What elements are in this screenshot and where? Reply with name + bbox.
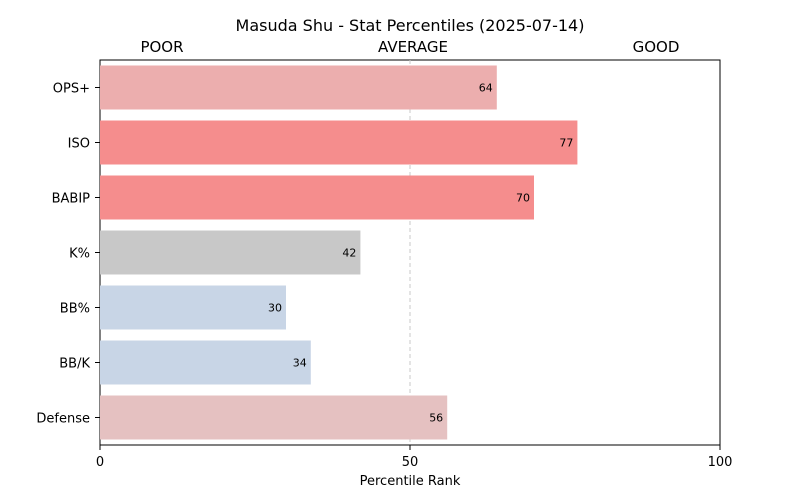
x-tick-label-50: 50	[402, 455, 419, 470]
x-axis-label: Percentile Rank	[360, 474, 461, 489]
category-label-k: K%	[69, 247, 90, 262]
category-label-defense: Defense	[36, 412, 90, 427]
value-label-k: 42	[342, 247, 356, 260]
bar-babip	[100, 175, 534, 220]
value-label-ops: 64	[479, 82, 493, 95]
bars: 64 77 70 42 30 34 56	[100, 65, 578, 440]
value-label-defense: 56	[429, 412, 443, 425]
category-label-bb: BB%	[60, 302, 90, 317]
zone-label-average: AVERAGE	[378, 38, 448, 56]
x-axis: 0 50 100	[96, 445, 733, 470]
bar-bb-k	[100, 340, 311, 385]
value-label-babip: 70	[516, 192, 530, 205]
value-label-bb: 30	[268, 302, 282, 315]
zone-label-good: GOOD	[633, 38, 680, 56]
bar-iso	[100, 120, 578, 165]
category-label-ops: OPS+	[53, 82, 90, 97]
category-label-iso: ISO	[68, 137, 90, 152]
zone-label-poor: POOR	[140, 38, 183, 56]
category-label-bb-k: BB/K	[59, 357, 90, 372]
bar-defense	[100, 395, 448, 440]
value-label-iso: 77	[559, 137, 573, 150]
x-tick-label-0: 0	[96, 455, 104, 470]
chart-title: Masuda Shu - Stat Percentiles (2025-07-1…	[236, 16, 585, 35]
bar-bb	[100, 285, 286, 330]
x-tick-label-100: 100	[708, 455, 733, 470]
category-label-babip: BABIP	[52, 192, 91, 207]
value-label-bb-k: 34	[293, 357, 307, 370]
y-axis: OPS+ ISO BABIP K% BB% BB/K Defense	[36, 82, 100, 427]
zone-labels: POOR AVERAGE GOOD	[140, 38, 679, 56]
bar-ops	[100, 65, 497, 110]
bar-k	[100, 230, 361, 275]
